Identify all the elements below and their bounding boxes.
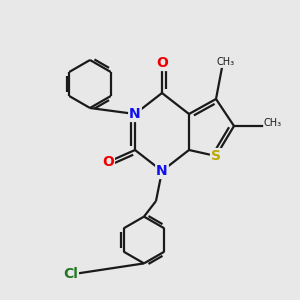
Text: O: O — [102, 155, 114, 169]
Text: S: S — [211, 149, 221, 163]
Text: Cl: Cl — [63, 268, 78, 281]
Text: CH₃: CH₃ — [217, 57, 235, 67]
Text: N: N — [129, 107, 141, 121]
Text: CH₃: CH₃ — [264, 118, 282, 128]
Text: N: N — [156, 164, 168, 178]
Text: O: O — [156, 56, 168, 70]
